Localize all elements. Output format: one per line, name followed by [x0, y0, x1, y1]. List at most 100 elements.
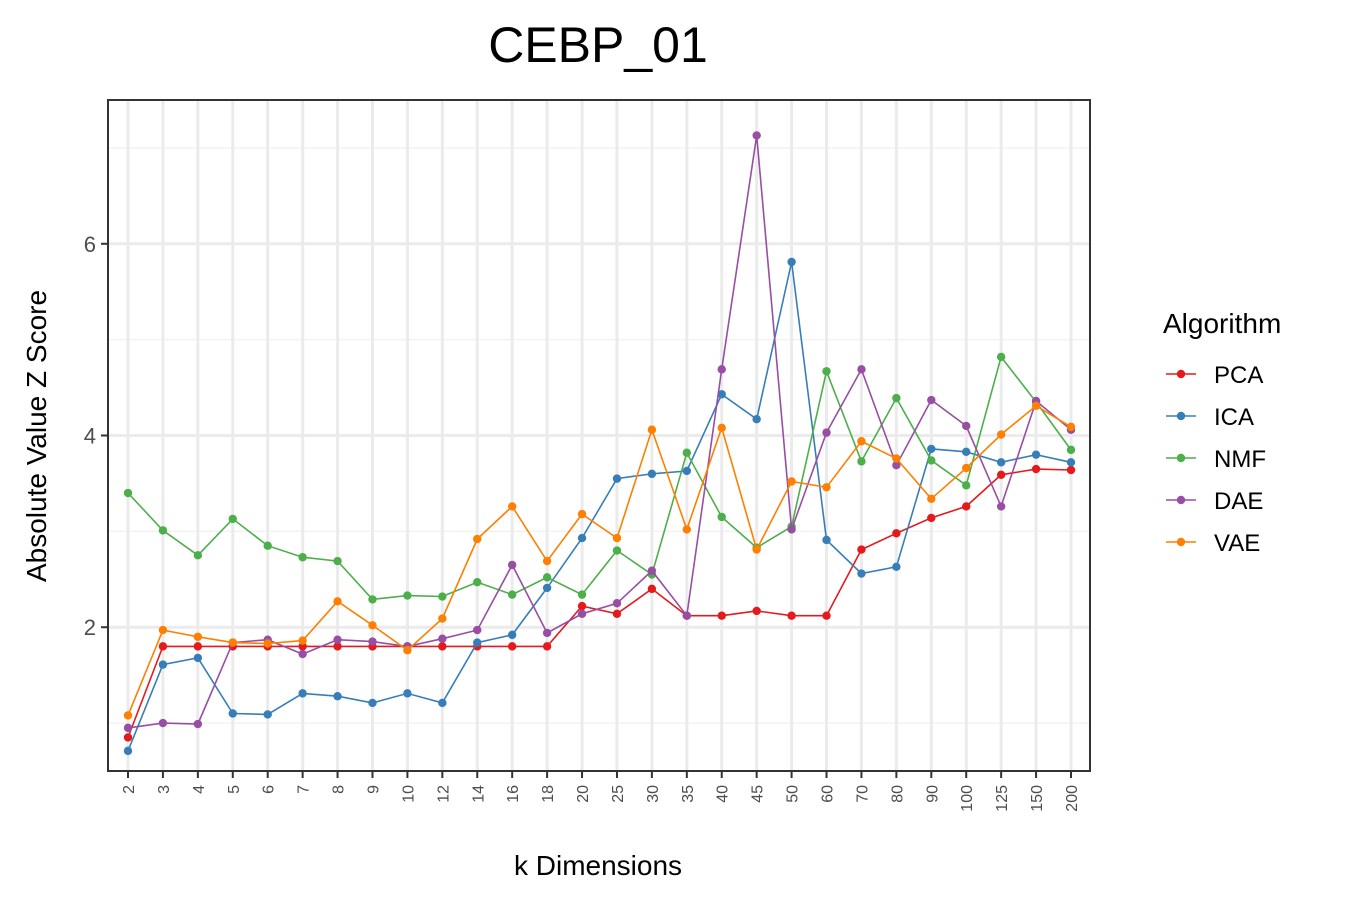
x-tick-label: 100	[959, 785, 976, 812]
data-point-ica	[333, 692, 342, 701]
data-point-nmf	[507, 590, 517, 599]
data-point-dae	[857, 365, 866, 374]
data-point-nmf	[228, 514, 237, 524]
legend-key-point	[1176, 495, 1186, 505]
data-point-nmf	[927, 456, 936, 465]
data-point-pca	[123, 733, 133, 742]
data-point-nmf	[857, 457, 866, 466]
data-point-dae	[647, 566, 657, 575]
data-point-vae	[228, 638, 237, 647]
data-point-pca	[996, 470, 1006, 480]
data-point-pca	[787, 611, 796, 620]
data-point-vae	[787, 477, 796, 486]
data-point-pca	[822, 611, 831, 620]
data-point-vae	[263, 639, 272, 648]
x-tick-label: 9	[365, 785, 382, 794]
legend-key-point	[1176, 411, 1186, 421]
x-tick-label: 125	[994, 785, 1011, 812]
data-point-nmf	[1066, 445, 1076, 455]
data-point-vae	[822, 483, 831, 492]
data-point-dae	[123, 723, 133, 733]
data-point-nmf	[333, 556, 342, 566]
data-point-dae	[193, 719, 203, 729]
data-point-vae	[892, 454, 901, 463]
data-point-nmf	[158, 526, 168, 535]
data-point-vae	[1031, 401, 1041, 410]
data-point-ica	[507, 630, 517, 640]
data-point-vae	[473, 534, 482, 544]
x-tick-label: 50	[785, 785, 802, 803]
data-point-vae	[996, 430, 1006, 439]
x-tick-label: 70	[854, 785, 871, 803]
data-point-pca	[927, 513, 936, 523]
series-line-vae	[127, 404, 1072, 716]
series-layer	[123, 131, 1076, 756]
data-point-nmf	[263, 541, 272, 550]
data-point-dae	[158, 718, 168, 728]
legend-label: DAE	[1214, 488, 1263, 515]
data-point-ica	[962, 447, 971, 456]
x-tick-label: 16	[505, 785, 522, 803]
x-tick-label: 12	[435, 785, 452, 803]
legend-label: NMF	[1214, 446, 1266, 473]
data-point-nmf	[962, 481, 971, 490]
data-point-vae	[123, 711, 133, 720]
data-point-dae	[682, 611, 692, 620]
data-point-pca	[892, 529, 901, 538]
data-point-dae	[473, 625, 482, 635]
data-point-ica	[438, 698, 447, 708]
data-point-ica	[612, 474, 622, 483]
x-tick-label: 45	[750, 785, 767, 803]
series-vae	[123, 401, 1076, 720]
data-point-pca	[1031, 464, 1041, 474]
data-point-nmf	[612, 546, 622, 555]
data-point-dae	[298, 649, 307, 659]
data-point-vae	[717, 423, 726, 433]
y-tick-label: 4	[84, 424, 96, 449]
data-point-ica	[1031, 450, 1041, 459]
data-point-ica	[473, 638, 482, 647]
data-point-nmf	[368, 595, 377, 604]
data-point-pca	[857, 545, 866, 554]
data-point-pca	[542, 642, 552, 651]
data-point-pca	[612, 609, 622, 618]
legend-key-point	[1176, 453, 1186, 463]
legend-item-pca: PCA	[1166, 362, 1263, 389]
data-point-ica	[228, 709, 237, 718]
series-line-ica	[127, 261, 1072, 752]
data-point-vae	[438, 614, 447, 623]
data-point-dae	[752, 131, 761, 140]
data-point-vae	[927, 494, 936, 503]
x-tick-label: 200	[1064, 785, 1081, 812]
legend-item-dae: DAE	[1166, 488, 1263, 515]
data-point-ica	[123, 746, 133, 756]
x-tick-label: 90	[924, 785, 941, 803]
data-point-nmf	[193, 551, 203, 560]
data-point-vae	[193, 632, 203, 641]
data-point-dae	[822, 428, 831, 437]
data-point-ica	[263, 710, 272, 719]
x-tick-label: 6	[261, 785, 278, 794]
data-point-ica	[1066, 458, 1076, 467]
data-point-pca	[193, 642, 203, 651]
legend-key-point	[1176, 369, 1186, 379]
x-tick-label: 7	[296, 785, 313, 794]
x-tick-label: 5	[226, 785, 243, 794]
data-point-ica	[752, 415, 761, 424]
data-point-vae	[333, 597, 342, 606]
data-point-nmf	[542, 573, 552, 582]
y-tick-label: 6	[84, 232, 96, 257]
data-point-ica	[892, 562, 901, 572]
legend: Algorithm PCA ICA NMF DAE VAE	[1163, 308, 1281, 557]
data-point-ica	[647, 469, 657, 479]
x-tick-label: 4	[191, 785, 208, 794]
data-point-dae	[507, 560, 517, 570]
data-point-vae	[577, 509, 587, 519]
data-point-ica	[193, 653, 203, 663]
x-tick-label: 40	[715, 785, 732, 803]
data-point-pca	[717, 611, 726, 620]
data-point-vae	[647, 425, 657, 434]
x-tick-label: 10	[400, 785, 417, 803]
data-point-ica	[787, 257, 796, 267]
